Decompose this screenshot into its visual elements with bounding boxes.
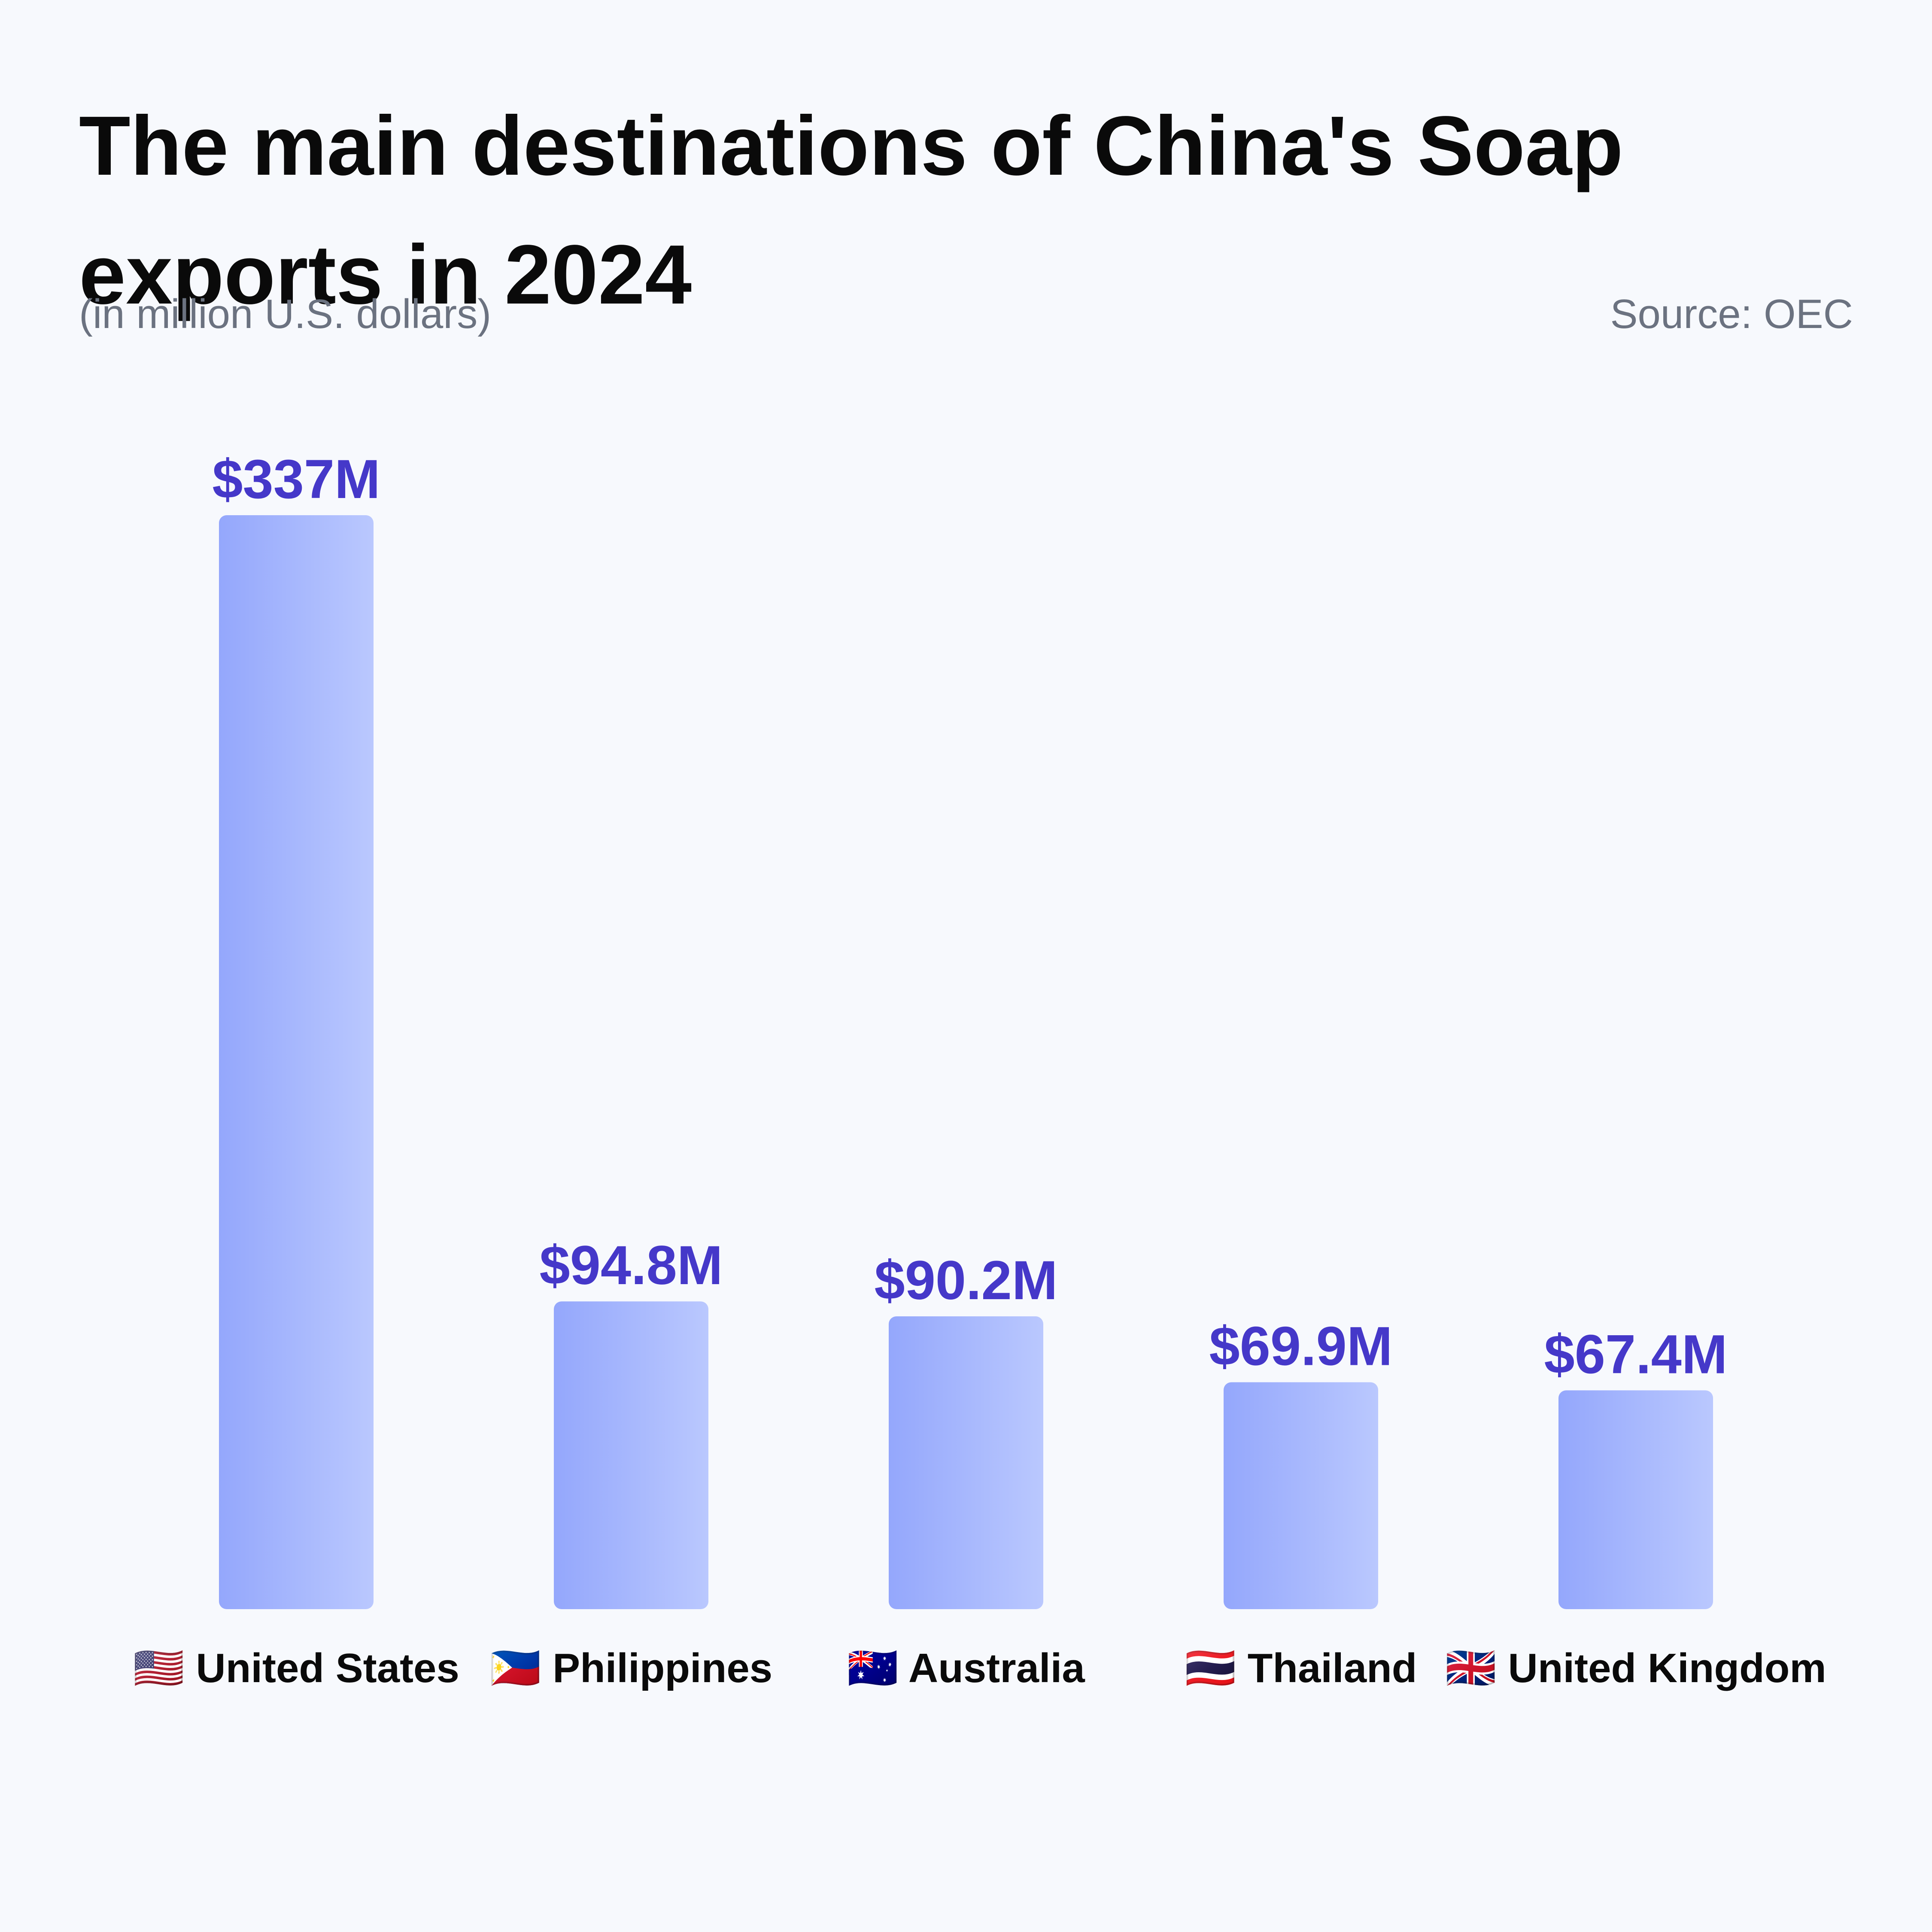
category-name-thailand: Thailand <box>1248 1645 1417 1691</box>
flag-australia-icon: 🇦🇺 <box>847 1645 908 1691</box>
bar-australia <box>889 1316 1043 1609</box>
value-label-australia: $90.2M <box>875 1250 1058 1311</box>
category-name-united-states: United States <box>196 1645 459 1691</box>
value-label-philippines: $94.8M <box>540 1235 723 1296</box>
category-label-thailand: 🇹🇭 Thailand <box>1185 1645 1417 1691</box>
bar-philippines <box>554 1301 708 1609</box>
flag-thailand-icon: 🇹🇭 <box>1185 1645 1248 1691</box>
flag-united-kingdom-icon: 🇬🇧 <box>1445 1645 1508 1691</box>
value-label-united-kingdom: $67.4M <box>1544 1324 1728 1385</box>
bar-thailand <box>1224 1382 1378 1609</box>
chart-title: The main destinations of China's Soap ex… <box>79 99 1623 322</box>
category-label-united-kingdom: 🇬🇧 United Kingdom <box>1445 1645 1826 1691</box>
flag-philippines-icon: 🇵🇭 <box>490 1645 553 1691</box>
category-label-philippines: 🇵🇭 Philippines <box>490 1645 772 1691</box>
value-labels-group: $337M $94.8M $90.2M $69.9M $67.4M <box>212 449 1727 1385</box>
chart-subtitle: (in million U.S. dollars) <box>79 291 492 337</box>
value-label-thailand: $69.9M <box>1209 1315 1393 1377</box>
flag-united-states-icon: 🇺🇸 <box>133 1645 196 1691</box>
category-labels-group: 🇺🇸 United States 🇵🇭 Philippines 🇦🇺 Austral… <box>133 1645 1826 1691</box>
bar-united-states <box>219 515 374 1609</box>
category-label-australia: 🇦🇺 Australia <box>847 1645 1085 1691</box>
bars-group <box>219 515 1713 1609</box>
category-name-australia: Australia <box>908 1645 1085 1691</box>
category-label-united-states: 🇺🇸 United States <box>133 1645 459 1691</box>
value-label-united-states: $337M <box>212 449 380 510</box>
source-label: Source: OEC <box>1610 291 1853 337</box>
category-name-philippines: Philippines <box>553 1645 772 1691</box>
category-name-united-kingdom: United Kingdom <box>1508 1645 1826 1691</box>
bar-united-kingdom <box>1558 1390 1713 1609</box>
